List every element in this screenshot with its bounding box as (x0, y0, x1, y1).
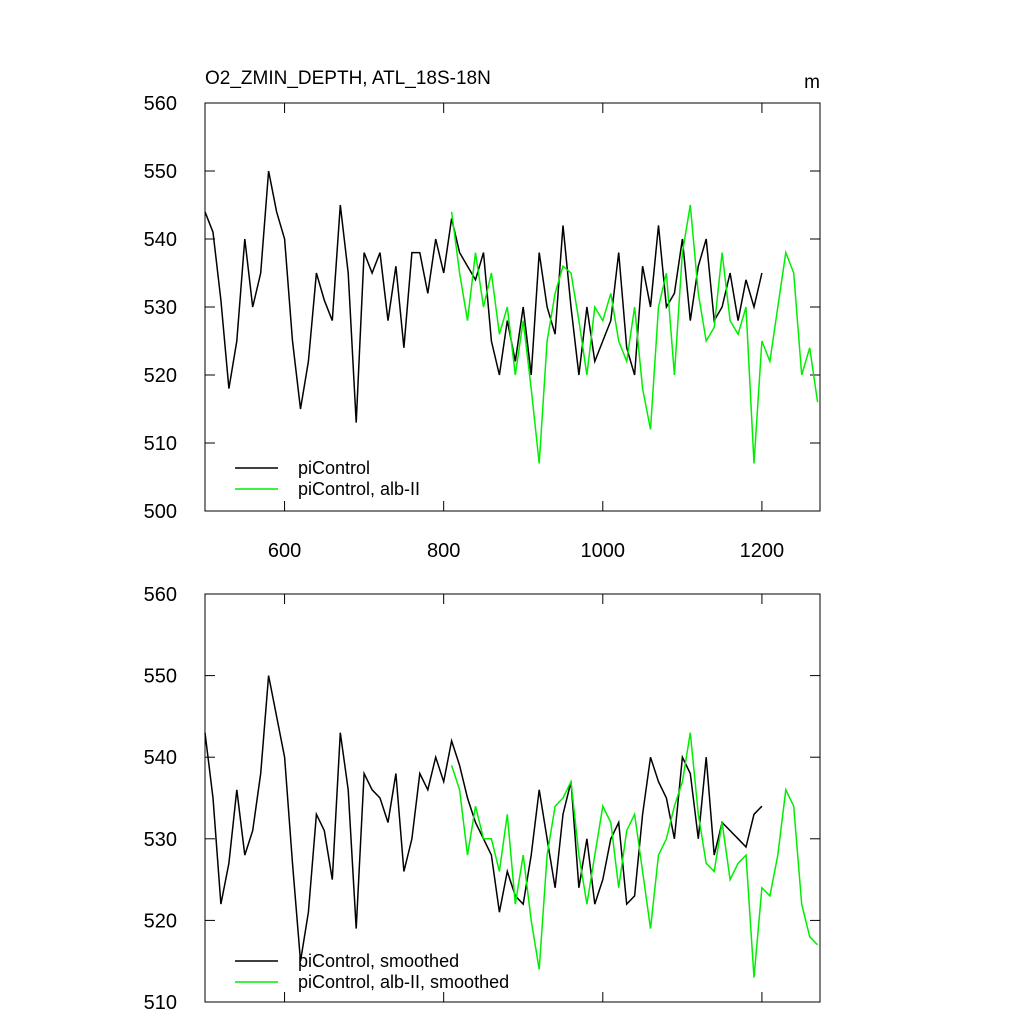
y-tick-label: 500 (144, 501, 177, 523)
legend-label: piControl, alb-II, smoothed (298, 972, 509, 992)
chart-title: O2_ZMIN_DEPTH, ATL_18S-18N (205, 68, 491, 89)
x-tick-label: 600 (268, 540, 301, 562)
y-tick-label: 520 (144, 365, 177, 387)
legend-label: piControl, alb-II (298, 479, 420, 499)
y-tick-label: 550 (144, 161, 177, 183)
y-tick-label: 510 (144, 992, 177, 1014)
y-tick-label: 520 (144, 910, 177, 932)
x-tick-label: 1000 (581, 540, 626, 562)
x-tick-label: 800 (427, 540, 460, 562)
units-label: m (804, 72, 820, 93)
y-tick-label: 550 (144, 666, 177, 688)
series-line (204, 170, 763, 423)
series-line (450, 732, 819, 978)
y-tick-label: 560 (144, 584, 177, 606)
y-tick-label: 540 (144, 747, 177, 769)
series-line (204, 675, 763, 962)
legend-label: piControl, smoothed (298, 951, 459, 971)
y-tick-label: 560 (144, 93, 177, 115)
y-tick-label: 540 (144, 229, 177, 251)
series-line (450, 204, 819, 464)
y-tick-label: 530 (144, 829, 177, 851)
y-tick-label: 530 (144, 297, 177, 319)
y-tick-label: 510 (144, 433, 177, 455)
legend-label: piControl (298, 458, 370, 478)
x-tick-label: 1200 (740, 540, 785, 562)
plot-frame (204, 593, 821, 1003)
